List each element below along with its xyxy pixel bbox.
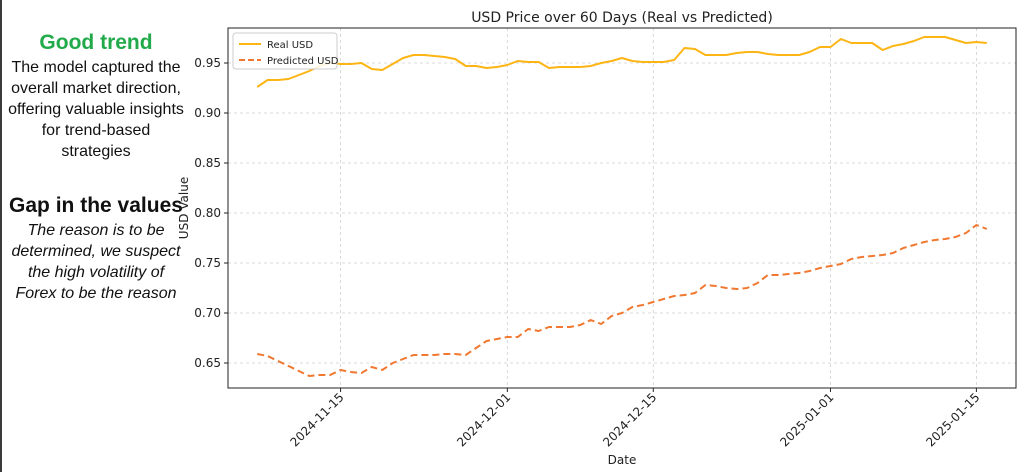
y-axis-label: USD Value — [177, 177, 191, 239]
x-axis-label: Date — [608, 453, 637, 467]
x-tick-label: 2024-12-15 — [600, 390, 659, 449]
y-tick-label: 0.95 — [194, 56, 221, 70]
gap-heading: Gap in the values — [9, 194, 183, 217]
chart-title: USD Price over 60 Days (Real vs Predicte… — [471, 10, 773, 26]
x-tick-label: 2024-11-15 — [287, 390, 346, 449]
y-tick-label: 0.85 — [194, 156, 221, 170]
y-tick-label: 0.70 — [194, 306, 221, 320]
plot-frame — [227, 27, 1017, 389]
series-line-predicted-usd — [257, 224, 988, 377]
y-tick-label: 0.75 — [194, 256, 221, 270]
usd-line-chart: 0.65 0.70 0.75 0.80 0.85 0.90 0.95 2024-11-15 20… — [177, 10, 1017, 467]
annotation-panel: Good trend The model captured the overal… — [6, 30, 186, 304]
y-tick-label: 0.80 — [194, 206, 221, 220]
gap-text: The reason is to be determined, we suspe… — [11, 222, 181, 302]
good-trend-text: The model captured the overall market di… — [8, 59, 184, 160]
series-line-real-usd — [256, 36, 987, 88]
legend-label: Real USD — [267, 40, 313, 51]
legend-label: Predicted USD — [267, 56, 339, 67]
y-tick-label: 0.90 — [194, 106, 221, 120]
left-edge-divider — [0, 0, 2, 472]
x-tick-label: 2025-01-01 — [777, 390, 836, 449]
x-tick-label: 2024-12-01 — [454, 390, 513, 449]
y-tick-label: 0.65 — [194, 356, 221, 370]
x-tick-label: 2025-01-15 — [923, 390, 982, 449]
good-trend-heading: Good trend — [39, 31, 153, 54]
